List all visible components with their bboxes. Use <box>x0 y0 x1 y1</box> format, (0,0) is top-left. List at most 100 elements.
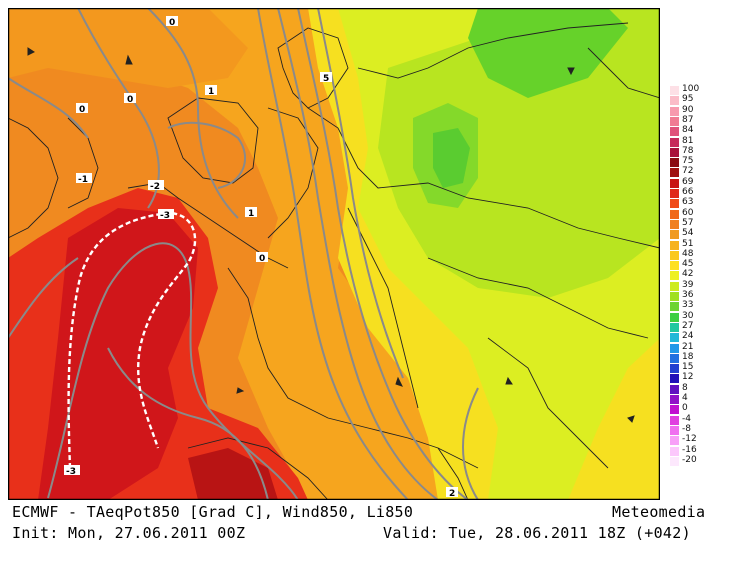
legend-swatch <box>670 250 679 260</box>
contour-label: -3 <box>158 209 174 221</box>
legend-swatch <box>670 219 679 229</box>
svg-text:-3: -3 <box>66 467 76 477</box>
legend-swatch <box>670 147 679 157</box>
legend-label: 24 <box>682 331 694 342</box>
svg-text:0: 0 <box>169 18 175 28</box>
legend-label: 57 <box>682 217 694 228</box>
legend-label: 54 <box>682 228 694 239</box>
legend-swatch <box>670 240 679 250</box>
legend-label: 87 <box>682 114 694 125</box>
svg-text:-2: -2 <box>150 182 160 192</box>
legend-swatch <box>670 106 679 116</box>
legend-label: 4 <box>682 393 688 403</box>
legend-swatch <box>670 436 679 446</box>
legend-swatch <box>670 384 679 394</box>
map-border <box>8 8 660 500</box>
legend-label: 8 <box>682 382 688 393</box>
minus3-dashed-contour <box>67 211 197 469</box>
legend-swatch <box>670 292 679 301</box>
legend-swatch <box>670 456 679 466</box>
wind-arrows <box>27 47 635 423</box>
legend-label: 90 <box>682 104 694 115</box>
contour-label: 1 <box>205 85 217 97</box>
contour-label: 2 <box>446 487 458 499</box>
legend-label: 81 <box>682 135 694 146</box>
color-field-lime <box>378 8 660 298</box>
legend-swatch <box>670 271 679 281</box>
contour-label: 0 <box>76 103 88 115</box>
legend-swatch <box>670 405 679 415</box>
legend-swatch <box>670 96 679 106</box>
legend-swatch <box>670 116 679 126</box>
legend-swatch <box>670 415 679 425</box>
legend-swatch <box>670 168 679 178</box>
legend-label: 100 <box>682 84 700 94</box>
legend-swatch <box>670 86 679 95</box>
legend-label: 84 <box>682 125 694 136</box>
legend-swatch <box>670 261 679 271</box>
color-field-dark-red-south <box>188 448 278 500</box>
legend-label: 60 <box>682 207 694 218</box>
legend-label: 66 <box>682 187 694 197</box>
svg-text:-3: -3 <box>160 211 170 221</box>
contour-label: 0 <box>124 93 136 105</box>
legend-label: 48 <box>682 248 694 259</box>
legend-swatch <box>670 230 679 240</box>
legend-swatch <box>670 189 679 198</box>
valid-time: Valid: Tue, 28.06.2011 18Z (+042) <box>383 524 691 542</box>
legend-label: 78 <box>682 145 694 156</box>
map-title: ECMWF - TAeqPot850 [Grad C], Wind850, Li… <box>12 503 414 521</box>
legend-label: 45 <box>682 259 694 270</box>
contour-label: -2 <box>148 180 164 192</box>
li850-contours <box>8 8 479 500</box>
brand-label: Meteomedia <box>612 503 706 521</box>
legend-label: -8 <box>682 423 691 434</box>
legend-label: 42 <box>682 269 694 280</box>
contour-label: 0 <box>166 16 178 28</box>
legend-label: -12 <box>682 434 697 445</box>
weather-map: 0 0 0 1 -1 -2 -3 1 0 5 -3 2 <box>8 8 660 500</box>
legend-swatch <box>670 353 679 363</box>
svg-text:5: 5 <box>323 74 329 84</box>
svg-text:-1: -1 <box>78 175 88 185</box>
legend-label: 30 <box>682 310 694 321</box>
legend-label: 27 <box>682 320 694 331</box>
contour-labels: 0 0 0 1 -1 -2 -3 1 0 5 -3 2 <box>64 16 458 499</box>
legend-label: -16 <box>682 444 697 455</box>
legend-label: 63 <box>682 197 694 208</box>
legend-label: 15 <box>682 362 694 373</box>
contour-label: -1 <box>76 173 92 185</box>
color-field-green-north <box>468 8 628 98</box>
legend-swatch <box>670 322 679 332</box>
legend-swatch <box>670 312 679 322</box>
legend-label: 12 <box>682 372 694 383</box>
color-field-red-dark <box>38 208 198 500</box>
contour-label: 0 <box>256 252 268 264</box>
legend-swatch <box>670 199 679 209</box>
contour-label: -3 <box>64 465 80 477</box>
svg-text:0: 0 <box>127 95 133 105</box>
contour-label: 5 <box>320 72 332 84</box>
legend-swatch <box>670 137 679 147</box>
color-field-orange-northwest <box>8 8 248 88</box>
svg-text:0: 0 <box>259 254 265 264</box>
legend-swatch <box>670 333 679 343</box>
color-legend: 100 95 90 87 84 81 78 75 72 69 66 63 60 57 54 51 48 45 42 3… <box>668 84 730 470</box>
contour-label: 1 <box>245 207 257 219</box>
legend-swatch <box>670 364 679 374</box>
svg-text:1: 1 <box>248 209 254 219</box>
legend-swatch <box>670 425 679 435</box>
legend-label: 75 <box>682 156 694 167</box>
legend-label: 39 <box>682 279 694 290</box>
legend-label: 95 <box>682 94 694 105</box>
legend-swatch <box>670 178 679 188</box>
legend-swatch <box>670 446 679 456</box>
legend-label: 0 <box>682 403 688 414</box>
color-field-orange-light <box>8 8 448 500</box>
legend-label: 33 <box>682 300 694 311</box>
legend-swatch <box>670 374 679 384</box>
legend-label: 21 <box>682 341 694 352</box>
svg-text:2: 2 <box>449 489 455 499</box>
legend-label: 51 <box>682 238 694 249</box>
legend-swatch <box>670 209 679 219</box>
